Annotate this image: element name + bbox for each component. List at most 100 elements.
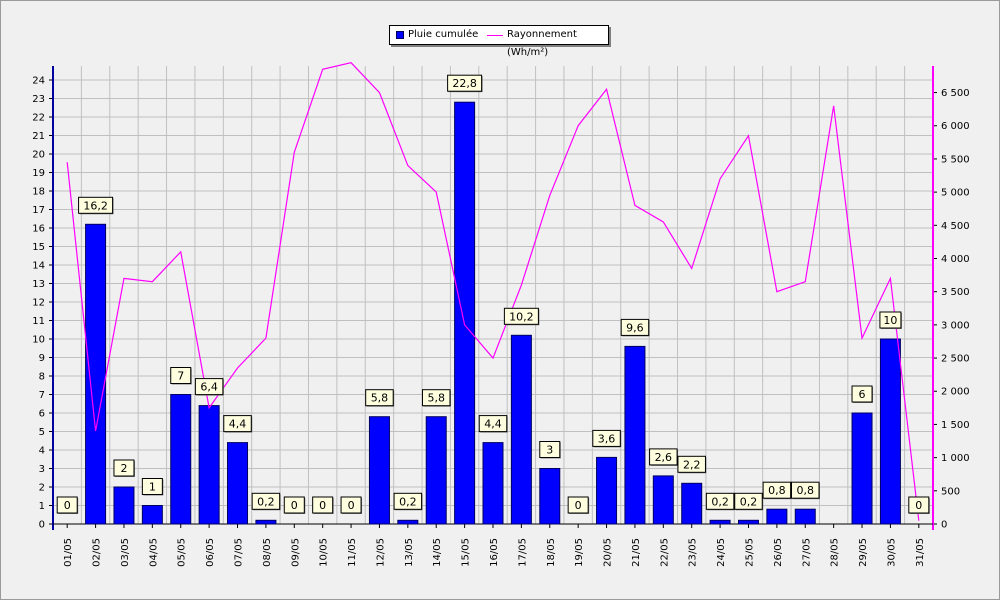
bar — [454, 101, 476, 525]
x-tick-label: 10/05 — [319, 538, 330, 567]
x-tick-label: 23/05 — [688, 538, 699, 567]
y-left-tick-label: 8 — [39, 372, 45, 383]
y-right-tick-label: 2 000 — [941, 387, 970, 398]
legend-line-swatch — [487, 35, 503, 36]
x-tick-label: 26/05 — [773, 538, 784, 567]
y-right-tick-label: 4 500 — [941, 221, 970, 232]
x-tick-label: 31/05 — [915, 538, 926, 567]
bar — [113, 486, 135, 525]
bar — [851, 412, 873, 525]
x-tick-label: 04/05 — [148, 538, 159, 567]
data-label: 0,2 — [257, 495, 275, 508]
y-left-tick-label: 11 — [32, 316, 45, 327]
data-label: 5,8 — [427, 392, 445, 405]
data-label-box — [762, 481, 792, 499]
x-tick-label: 07/05 — [234, 538, 245, 567]
data-label-box — [223, 415, 252, 433]
y-left-tick-label: 24 — [32, 76, 45, 87]
x-tick-label: 25/05 — [744, 538, 755, 567]
y-left-tick-label: 19 — [32, 168, 45, 179]
x-tick-label: 08/05 — [262, 538, 273, 567]
data-label: 16,2 — [83, 199, 108, 212]
x-tick-label: 01/05 — [63, 538, 74, 567]
x-tick-label: 20/05 — [603, 538, 614, 567]
y-right-tick-label: 1 500 — [941, 420, 970, 431]
bar — [709, 519, 731, 525]
bar — [879, 338, 901, 525]
data-label: 0 — [575, 499, 582, 512]
bar — [624, 345, 646, 525]
bar — [397, 519, 419, 525]
data-label: 0 — [291, 499, 298, 512]
y-left-tick-label: 12 — [32, 298, 45, 309]
x-tick-label: 02/05 — [92, 538, 103, 567]
data-label: 0 — [348, 499, 355, 512]
x-tick-label: 05/05 — [177, 538, 188, 567]
x-tick-label: 21/05 — [631, 538, 642, 567]
data-label: 0 — [915, 499, 922, 512]
x-tick-label: 19/05 — [574, 538, 585, 567]
data-label: 6 — [859, 388, 866, 401]
legend-line-label: Rayonnement (Wh/m²) — [507, 29, 577, 58]
data-label-box — [908, 496, 930, 514]
bar — [198, 405, 220, 525]
data-label: 1 — [149, 481, 156, 494]
y-left-tick-label: 23 — [32, 94, 45, 105]
data-label: 0 — [64, 499, 71, 512]
y-left-tick-label: 18 — [32, 187, 45, 198]
data-label-box — [365, 389, 394, 407]
data-label: 9,6 — [626, 321, 644, 334]
data-label: 22,8 — [452, 77, 477, 90]
bar — [482, 442, 504, 525]
bar — [737, 519, 759, 525]
data-label: 3 — [546, 444, 553, 457]
data-label: 10,2 — [509, 310, 534, 323]
x-tick-label: 14/05 — [432, 538, 443, 567]
x-tick-label: 22/05 — [659, 538, 670, 567]
data-label: 6,4 — [200, 381, 218, 394]
data-label: 2,2 — [683, 458, 701, 471]
data-label-box — [539, 441, 561, 458]
data-label: 5,8 — [371, 392, 389, 405]
data-label-box — [734, 492, 763, 510]
data-label-box — [503, 307, 539, 325]
bar — [681, 482, 703, 525]
data-label-box — [78, 196, 114, 214]
data-label-box — [620, 318, 650, 336]
bar — [85, 223, 107, 525]
data-label: 7 — [177, 370, 184, 383]
y-left-tick-label: 16 — [32, 224, 45, 235]
y-left-tick-label: 20 — [32, 150, 45, 161]
data-label: 0,2 — [399, 495, 417, 508]
x-tick-label: 28/05 — [830, 538, 841, 567]
data-label: 4,4 — [229, 418, 247, 431]
bar — [510, 334, 532, 525]
data-label: 2 — [120, 462, 127, 475]
data-label: 0,8 — [768, 484, 786, 497]
data-label-box — [421, 389, 451, 407]
y-left-tick-label: 6 — [39, 409, 45, 420]
y-left-tick-label: 7 — [39, 390, 45, 401]
radiation-line — [66, 62, 920, 521]
bar — [141, 505, 163, 525]
data-label-box — [677, 455, 706, 473]
x-tick-label: 30/05 — [886, 538, 897, 567]
x-tick-label: 06/05 — [205, 538, 216, 567]
x-tick-label: 12/05 — [375, 538, 386, 567]
bar — [766, 508, 788, 525]
y-left-tick-label: 1 — [39, 501, 45, 512]
y-left-tick-label: 21 — [32, 131, 45, 142]
data-label-box — [649, 448, 678, 466]
chart-legend: Pluie cumulée Rayonnement (Wh/m²) — [389, 25, 609, 58]
y-right-tick-label: 1 000 — [941, 453, 970, 464]
y-left-tick-label: 17 — [32, 205, 45, 216]
legend-bar-swatch — [396, 31, 404, 39]
y-left-tick-label: 5 — [39, 427, 45, 438]
x-tick-label: 13/05 — [404, 538, 415, 567]
data-label-box — [170, 367, 192, 384]
y-left-tick-label: 4 — [39, 446, 45, 457]
data-label-box — [194, 378, 224, 396]
bar — [255, 519, 277, 525]
data-label-box — [283, 496, 305, 514]
